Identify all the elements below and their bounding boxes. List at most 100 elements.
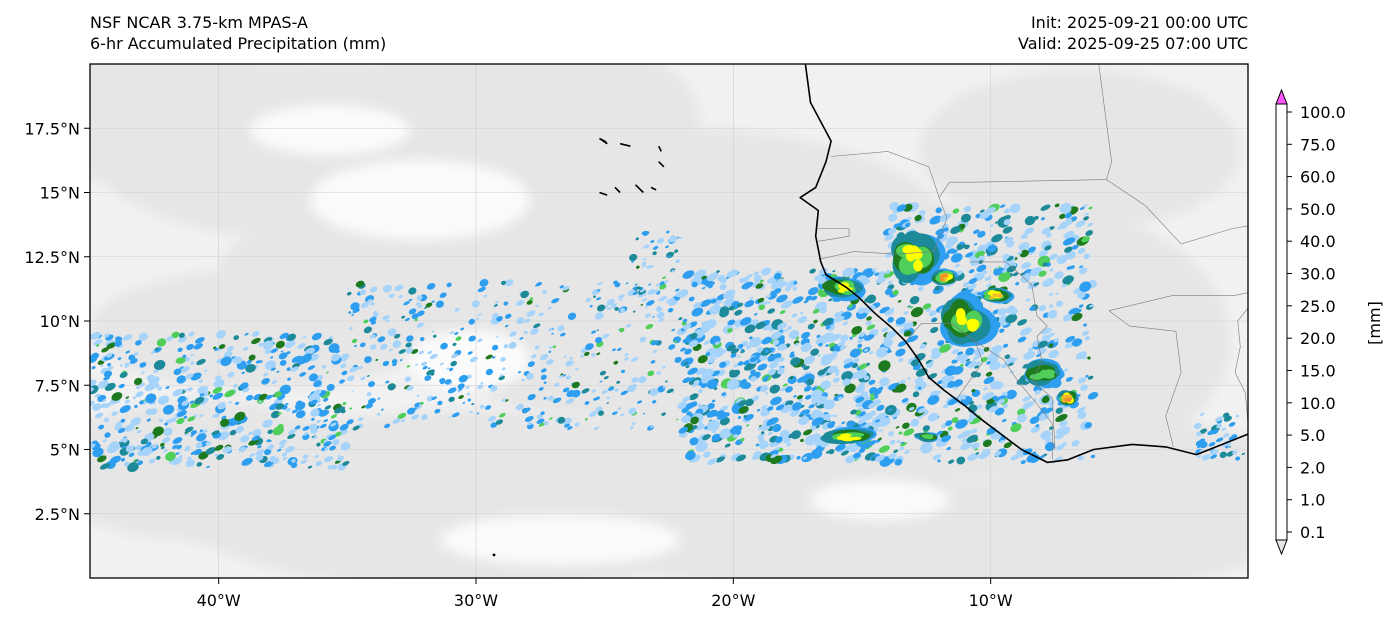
precip-cell: [571, 389, 581, 398]
precip-cell: [758, 304, 766, 311]
lat-tick-label: 12.5°N: [24, 248, 80, 267]
precip-cell: [691, 281, 698, 288]
precip-cell: [504, 324, 509, 328]
precip-cell: [758, 440, 769, 450]
precip-cell: [997, 308, 1007, 316]
precip-cell: [440, 342, 448, 350]
precip-cell: [519, 337, 524, 340]
precip-cell: [382, 284, 392, 293]
lon-tick-label: 30°W: [454, 591, 498, 610]
precip-cell: [387, 328, 397, 337]
precip-cell: [990, 345, 1003, 355]
precip-cell: [342, 401, 347, 406]
precip-cell: [808, 287, 819, 296]
colorbar: 0.1 1.0 2.0 5.0 10.0 15.0 20.0 25.0 30.0 40.0 50.0…: [1275, 88, 1346, 556]
precip-cell: [224, 351, 233, 359]
precip-cell: [927, 412, 939, 422]
precip-cell: [945, 420, 953, 426]
precip-core: [967, 321, 978, 332]
precip-cell: [770, 453, 777, 458]
precip-cell: [842, 378, 851, 386]
precip-cell: [495, 419, 504, 425]
precip-cell: [632, 310, 636, 313]
precip-cell: [1208, 442, 1216, 447]
precip-cell: [700, 299, 712, 307]
precip-cell: [986, 361, 991, 365]
precip-cell: [369, 334, 376, 339]
precip-cell: [906, 217, 912, 221]
precip-cell: [414, 318, 418, 322]
precip-cell: [832, 377, 840, 383]
precip-cell: [928, 310, 937, 317]
precip-cell: [956, 244, 964, 251]
precip-cell: [983, 270, 988, 274]
precip-cell: [270, 356, 274, 359]
precip-cell: [719, 283, 727, 291]
precip-cell: [688, 296, 695, 302]
precip-cell: [205, 441, 211, 446]
precip-cell: [348, 326, 353, 331]
precip-cell: [419, 337, 425, 342]
precip-cell: [634, 283, 638, 286]
precip-cell: [382, 360, 390, 367]
precip-cell: [1002, 403, 1008, 409]
precip-cell: [744, 324, 756, 334]
precip-cell: [888, 242, 892, 246]
precip-cell: [134, 404, 138, 408]
precip-cell: [184, 447, 190, 452]
precip-cell: [744, 362, 756, 371]
precip-cell: [1022, 406, 1029, 411]
precip-cell: [725, 412, 730, 417]
precip-cell: [593, 295, 596, 298]
precip-cell: [602, 333, 610, 339]
precip-cell: [527, 393, 536, 401]
precip-cell: [139, 362, 147, 368]
precip-cell: [324, 455, 333, 463]
precip-cell: [975, 452, 980, 455]
precip-cell: [107, 362, 112, 367]
precip-cell: [629, 253, 638, 262]
precip-cell: [92, 447, 104, 458]
precip-cell: [956, 456, 966, 465]
precip-cell: [176, 444, 183, 450]
precip-cell: [90, 331, 101, 340]
precip-cell: [227, 346, 234, 352]
precip-cell: [787, 375, 797, 385]
precip-cell: [1044, 438, 1053, 443]
precip-cell: [760, 267, 772, 276]
precip-cell: [314, 454, 319, 458]
precip-cell: [816, 402, 821, 406]
precip-cell: [714, 341, 720, 346]
precip-cell: [828, 342, 836, 348]
precip-cell: [406, 385, 414, 391]
cape-verde-island: [599, 191, 608, 196]
precip-cell: [177, 347, 183, 353]
precip-cell: [777, 367, 785, 375]
precip-cell: [1210, 454, 1218, 459]
precip-cell: [1031, 451, 1037, 455]
precip-cell: [125, 350, 131, 354]
precip-cell: [1087, 356, 1091, 360]
precip-cell: [885, 251, 894, 258]
precip-cell: [879, 271, 884, 274]
precip-cell: [888, 453, 897, 460]
precip-cell: [698, 302, 702, 305]
precip-cell: [914, 353, 926, 362]
precip-cell: [1049, 253, 1059, 260]
precip-cell: [189, 400, 195, 404]
precip-cell: [1002, 269, 1007, 273]
precip-cell: [417, 305, 423, 309]
precip-cell: [746, 424, 750, 427]
precip-cell: [1063, 368, 1069, 373]
precip-cell: [971, 442, 980, 450]
precip-cell: [221, 415, 227, 420]
precip-cell: [977, 230, 986, 238]
precip-cell: [101, 347, 109, 353]
precip-cell: [803, 355, 816, 365]
precip-cell: [426, 395, 434, 402]
precip-cell: [866, 316, 872, 321]
precip-cell: [217, 402, 227, 410]
precip-core: [836, 435, 847, 440]
precip-cell: [1087, 375, 1094, 380]
precip-cell: [1038, 270, 1047, 277]
